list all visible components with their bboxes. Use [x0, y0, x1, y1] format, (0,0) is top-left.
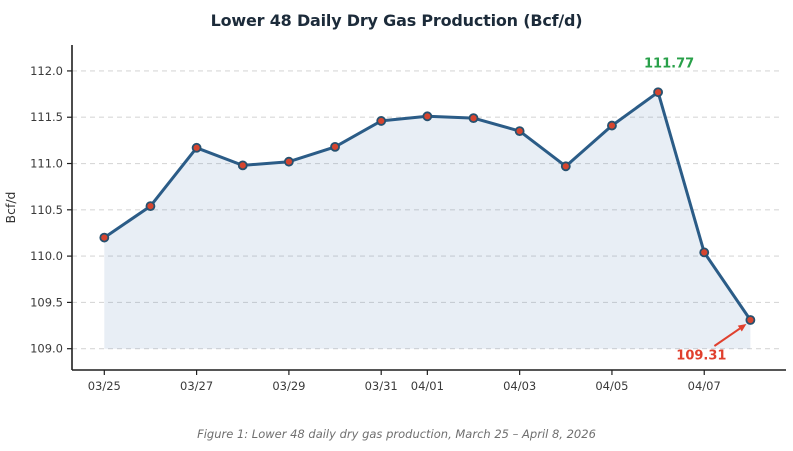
- x-tick-label: 04/05: [595, 379, 628, 393]
- data-point-marker: [376, 116, 387, 126]
- y-tick-label: 110.5: [30, 203, 63, 217]
- data-point-marker: [699, 247, 710, 258]
- x-tick-label: 03/29: [272, 379, 305, 393]
- data-point-marker: [514, 126, 525, 137]
- y-tick-label: 112.0: [30, 64, 63, 78]
- chart-title: Lower 48 Daily Dry Gas Production (Bcf/d…: [210, 11, 583, 30]
- x-tick-label: 04/01: [411, 379, 444, 393]
- data-point-marker: [237, 160, 248, 171]
- data-point-marker: [745, 315, 756, 325]
- annotation-111-77: 111.77: [644, 57, 694, 72]
- x-tick-label: 03/27: [180, 379, 213, 393]
- area-fill: [104, 92, 751, 349]
- y-axis-label: Bcf/d: [3, 192, 18, 224]
- data-point-marker: [422, 111, 433, 122]
- data-point-marker: [607, 120, 617, 131]
- annotation-arrow: [713, 327, 741, 347]
- y-tick-label: 110.0: [30, 249, 63, 263]
- data-point-marker: [191, 142, 202, 153]
- y-tick-label: 109.0: [30, 342, 63, 356]
- x-tick-label: 04/03: [503, 379, 536, 393]
- data-point-marker: [560, 161, 571, 172]
- data-point-marker: [468, 113, 479, 124]
- chart-caption: Figure 1: Lower 48 daily dry gas product…: [197, 427, 596, 441]
- y-tick-label: 111.0: [30, 157, 63, 171]
- y-tick-label: 111.5: [30, 110, 63, 124]
- data-point-marker: [145, 201, 156, 212]
- data-point-marker: [330, 141, 340, 152]
- data-point-marker: [99, 232, 110, 243]
- x-tick-label: 04/07: [688, 379, 721, 393]
- annotation-arrowhead: [737, 324, 747, 332]
- annotation-109-31: 109.31: [676, 349, 726, 364]
- data-point-marker: [653, 87, 663, 98]
- x-tick-label: 03/25: [88, 379, 121, 393]
- data-point-marker: [283, 156, 294, 167]
- x-tick-label: 03/31: [365, 379, 398, 393]
- y-tick-label: 109.5: [30, 295, 63, 309]
